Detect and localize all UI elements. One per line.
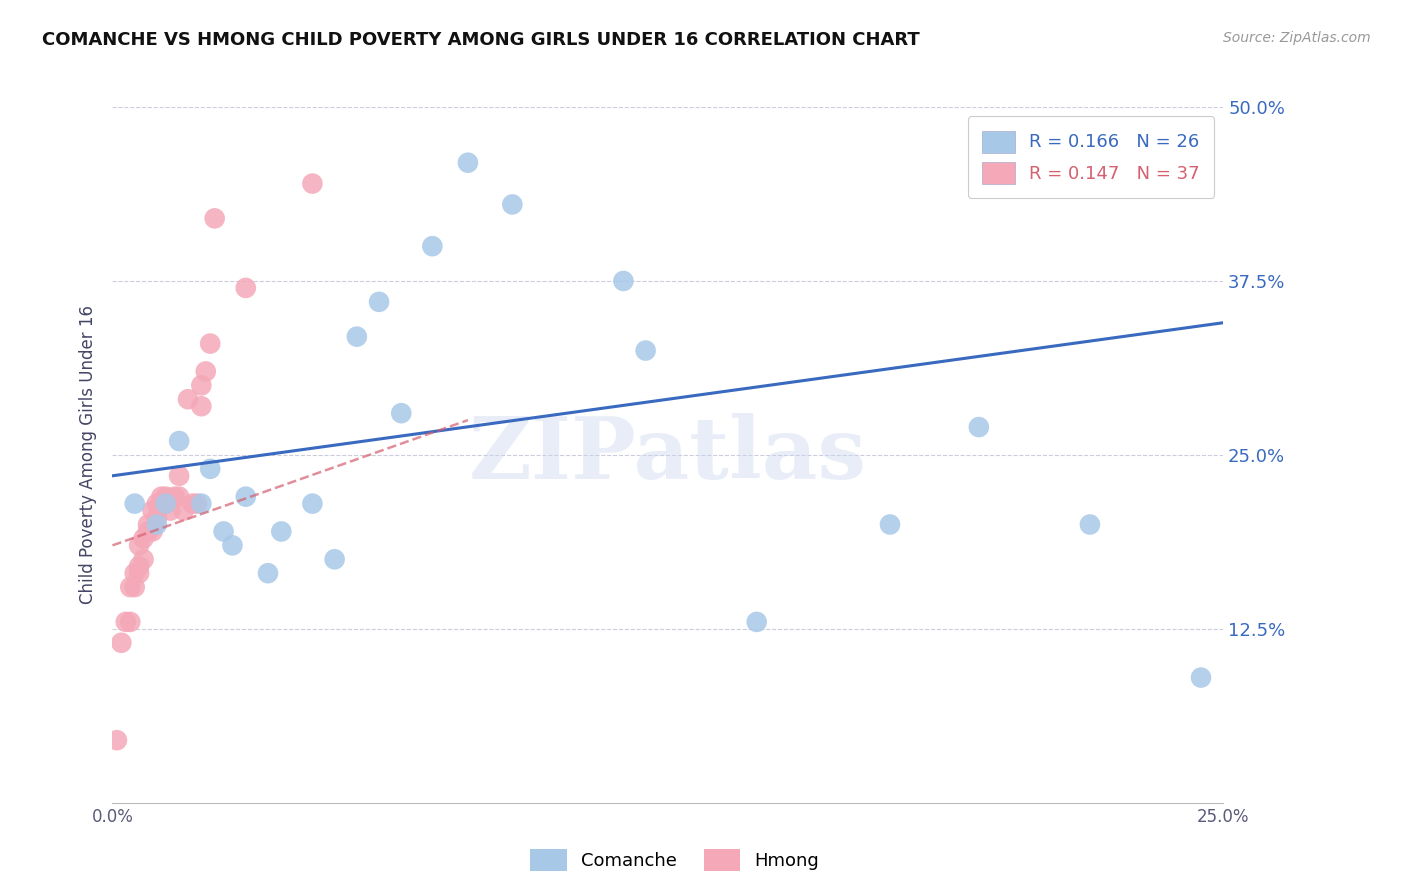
Legend: Comanche, Hmong: Comanche, Hmong <box>523 842 827 879</box>
Point <box>132 552 155 566</box>
Point <box>150 490 173 504</box>
Point <box>146 497 169 511</box>
Point <box>146 510 169 524</box>
Point <box>422 239 444 253</box>
Point <box>114 615 136 629</box>
Point <box>110 636 132 650</box>
Point <box>150 497 173 511</box>
Point <box>124 566 146 581</box>
Point <box>457 155 479 169</box>
Point <box>141 524 163 539</box>
Point <box>221 538 243 552</box>
Text: Source: ZipAtlas.com: Source: ZipAtlas.com <box>1223 31 1371 45</box>
Text: ZIPatlas: ZIPatlas <box>468 413 868 497</box>
Point <box>501 197 523 211</box>
Point <box>368 294 391 309</box>
Point <box>136 524 159 539</box>
Point <box>301 497 323 511</box>
Point <box>181 497 204 511</box>
Point <box>128 538 150 552</box>
Point <box>879 517 901 532</box>
Point <box>167 434 190 448</box>
Point <box>190 497 212 511</box>
Point <box>146 517 169 532</box>
Point <box>200 336 222 351</box>
Point <box>200 462 222 476</box>
Point <box>270 524 292 539</box>
Point <box>128 566 150 581</box>
Point <box>141 503 163 517</box>
Point <box>634 343 657 358</box>
Point <box>132 532 155 546</box>
Point <box>212 524 235 539</box>
Point <box>745 615 768 629</box>
Point <box>124 580 146 594</box>
Point <box>167 468 190 483</box>
Point <box>346 329 368 343</box>
Point <box>177 392 200 407</box>
Point <box>155 490 177 504</box>
Point <box>257 566 280 581</box>
Point <box>612 274 634 288</box>
Legend: R = 0.166   N = 26, R = 0.147   N = 37: R = 0.166 N = 26, R = 0.147 N = 37 <box>967 116 1215 198</box>
Point <box>128 559 150 574</box>
Point <box>186 497 208 511</box>
Point <box>173 503 195 517</box>
Point <box>190 399 212 413</box>
Point <box>136 517 159 532</box>
Point <box>159 503 181 517</box>
Point <box>301 177 323 191</box>
Point <box>235 490 257 504</box>
Point <box>105 733 128 747</box>
Point <box>1189 671 1212 685</box>
Point <box>967 420 990 434</box>
Point <box>323 552 346 566</box>
Point <box>124 497 146 511</box>
Point <box>167 490 190 504</box>
Point <box>194 364 217 378</box>
Point <box>235 281 257 295</box>
Point <box>120 615 142 629</box>
Y-axis label: Child Poverty Among Girls Under 16: Child Poverty Among Girls Under 16 <box>79 305 97 605</box>
Point <box>155 497 177 511</box>
Point <box>389 406 412 420</box>
Text: COMANCHE VS HMONG CHILD POVERTY AMONG GIRLS UNDER 16 CORRELATION CHART: COMANCHE VS HMONG CHILD POVERTY AMONG GI… <box>42 31 920 49</box>
Point <box>120 580 142 594</box>
Point <box>1078 517 1101 532</box>
Point <box>155 497 177 511</box>
Point <box>204 211 226 226</box>
Point <box>190 378 212 392</box>
Point <box>163 490 186 504</box>
